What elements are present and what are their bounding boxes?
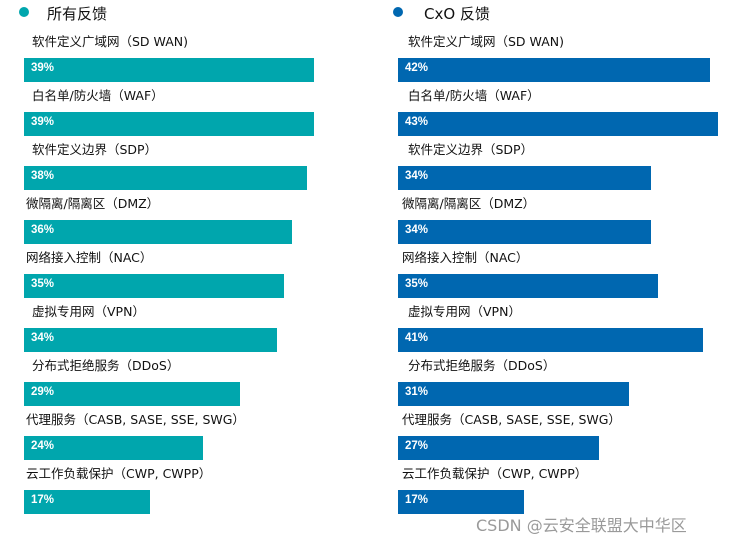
bar-value-label: 39% (31, 116, 55, 128)
category-label: 软件定义边界（SDP） (32, 142, 158, 157)
bar: 31% (398, 382, 629, 406)
category-label: 虚拟专用网（VPN） (408, 304, 521, 319)
category-label: 分布式拒绝服务（DDoS） (408, 358, 556, 373)
bar: 43% (398, 112, 718, 136)
chart-all-feedback: 所有反馈软件定义广域网（SD WAN) 39% 白名单/防火墙（WAF） 39% 软件定… (0, 0, 360, 541)
category-label: 云工作负载保护（CWP, CWPP） (26, 466, 212, 481)
category-label: 软件定义边界（SDP） (408, 142, 534, 157)
bar-value-label: 39% (31, 62, 55, 74)
bar-value-label: 34% (405, 170, 429, 182)
bar: 35% (398, 274, 659, 298)
bar-value-label: 27% (405, 440, 429, 452)
watermark: CSDN @云安全联盟大中华区 (476, 516, 687, 535)
category-label: 网络接入控制（NAC） (402, 250, 529, 265)
bar: 39% (24, 112, 315, 136)
category-label: 虚拟专用网（VPN） (32, 304, 145, 319)
bar-value-label: 34% (31, 332, 55, 344)
bar-value-label: 29% (31, 386, 55, 398)
category-label: 软件定义广域网（SD WAN) (32, 34, 188, 49)
legend-marker (393, 7, 403, 17)
bar-value-label: 24% (31, 440, 55, 452)
category-label: 微隔离/隔离区（DMZ） (26, 196, 160, 211)
bar: 38% (24, 166, 307, 190)
category-label: 白名单/防火墙（WAF） (32, 88, 164, 103)
legend-title: CxO 反馈 (424, 5, 490, 23)
bar-value-label: 35% (405, 278, 429, 290)
bar-value-label: 43% (405, 116, 429, 128)
bar-value-label: 34% (405, 224, 429, 236)
category-label: 代理服务（CASB, SASE, SSE, SWG） (26, 412, 245, 427)
bar: 36% (24, 220, 292, 244)
bar: 29% (24, 382, 240, 406)
category-label: 分布式拒绝服务（DDoS） (32, 358, 180, 373)
category-label: 网络接入控制（NAC） (26, 250, 153, 265)
bar: 17% (24, 490, 151, 514)
bar-value-label: 36% (31, 224, 55, 236)
bar: 34% (24, 328, 277, 352)
category-label: 微隔离/隔离区（DMZ） (402, 196, 536, 211)
bar: 17% (398, 490, 525, 514)
bar: 41% (398, 328, 704, 352)
bar-value-label: 17% (31, 494, 55, 506)
bar-value-label: 41% (405, 332, 429, 344)
bar: 34% (398, 166, 651, 190)
bar-value-label: 38% (31, 170, 55, 182)
bar: 27% (398, 436, 599, 460)
category-label: 云工作负载保护（CWP, CWPP） (402, 466, 588, 481)
legend-title: 所有反馈 (47, 5, 108, 23)
bar: 42% (398, 58, 711, 82)
category-label: 白名单/防火墙（WAF） (408, 88, 540, 103)
bar-value-label: 35% (31, 278, 55, 290)
bar: 34% (398, 220, 651, 244)
bar-value-label: 31% (405, 386, 429, 398)
bar: 24% (24, 436, 203, 460)
bar-value-label: 42% (405, 62, 429, 74)
legend-marker (19, 7, 29, 17)
category-label: 软件定义广域网（SD WAN) (408, 34, 564, 49)
chart-cxo-feedback: CxO 反馈软件定义广域网（SD WAN) 42% 白名单/防火墙（WAF） 43% 软… (374, 0, 734, 541)
bar: 39% (24, 58, 315, 82)
bar: 35% (24, 274, 285, 298)
category-label: 代理服务（CASB, SASE, SSE, SWG） (402, 412, 621, 427)
bar-value-label: 17% (405, 494, 429, 506)
